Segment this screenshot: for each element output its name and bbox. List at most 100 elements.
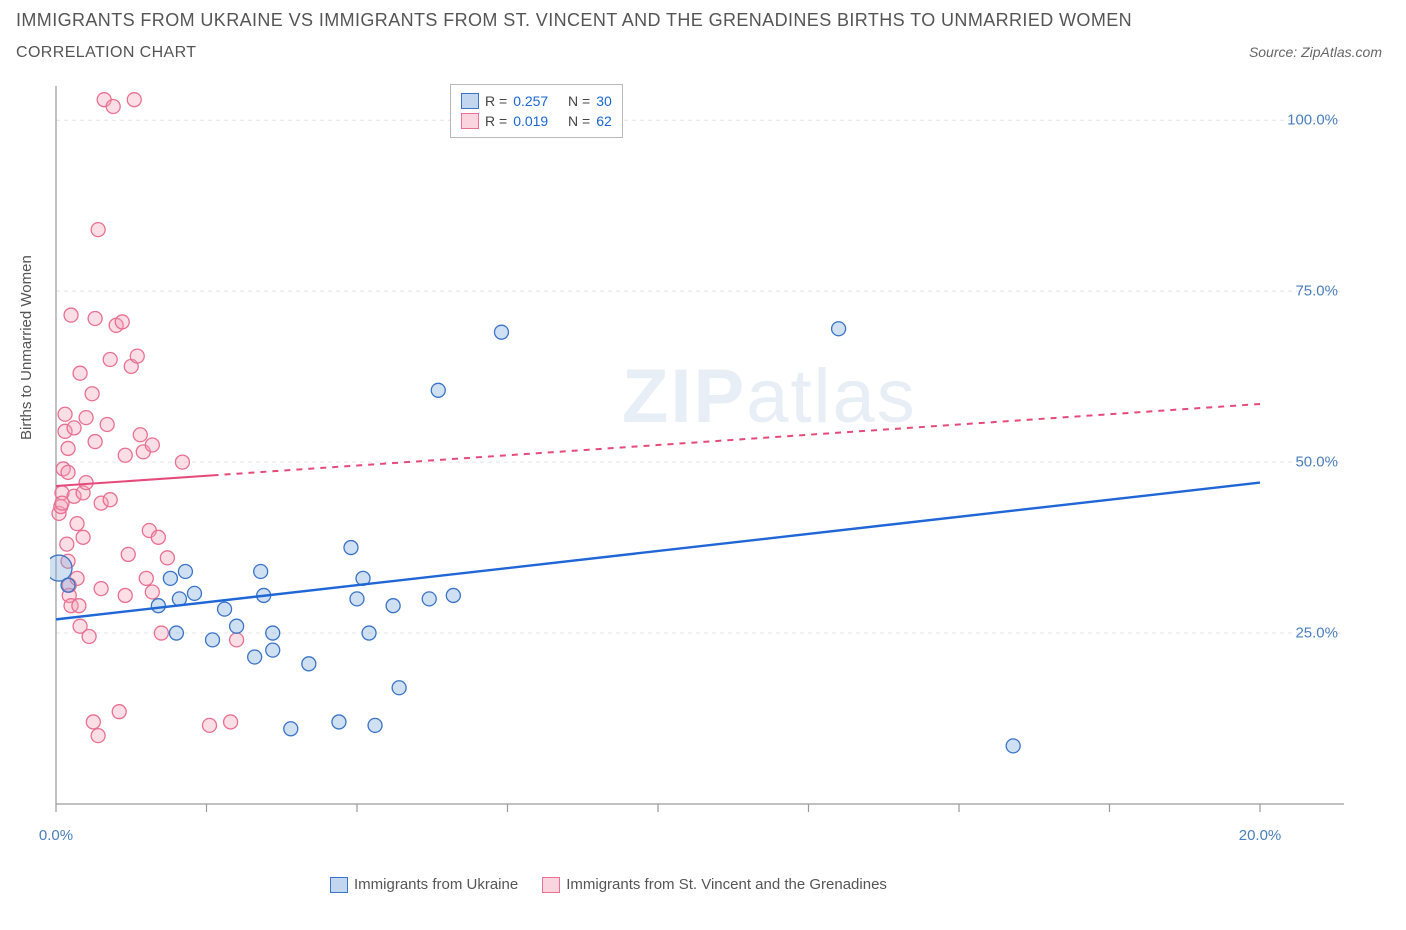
data-point (446, 588, 460, 602)
data-point (422, 592, 436, 606)
data-point (118, 448, 132, 462)
legend-n-value: 62 (596, 113, 612, 129)
data-point (151, 599, 165, 613)
data-point (145, 585, 159, 599)
data-point (61, 441, 75, 455)
data-point (79, 411, 93, 425)
watermark: ZIPatlas (622, 354, 917, 439)
data-point (130, 349, 144, 363)
data-point (94, 582, 108, 596)
legend-series-label: Immigrants from St. Vincent and the Gren… (566, 876, 887, 893)
data-point (206, 633, 220, 647)
x-tick-label: 0.0% (39, 827, 73, 844)
legend-stats: R =0.257 N =30R =0.019 N =62 (450, 84, 623, 138)
legend-n-value: 30 (596, 93, 612, 109)
data-point (344, 541, 358, 555)
legend-series: Immigrants from Ukraine Immigrants from S… (330, 876, 887, 893)
data-point (431, 383, 445, 397)
source-label: Source: ZipAtlas.com (1249, 44, 1382, 60)
data-point (169, 626, 183, 640)
y-tick-label: 100.0% (1287, 112, 1338, 129)
data-point (350, 592, 364, 606)
data-point (230, 619, 244, 633)
data-point (284, 722, 298, 736)
data-point (163, 571, 177, 585)
data-point (121, 547, 135, 561)
data-point (112, 705, 126, 719)
data-point (127, 93, 141, 107)
chart-title: IMMIGRANTS FROM UKRAINE VS IMMIGRANTS FR… (16, 10, 1132, 31)
data-point (73, 366, 87, 380)
legend-swatch (461, 113, 479, 129)
legend-swatch (330, 877, 348, 893)
data-point (139, 571, 153, 585)
data-point (175, 455, 189, 469)
data-point (60, 537, 74, 551)
trend-line (56, 483, 1260, 620)
data-point (266, 626, 280, 640)
data-point (91, 729, 105, 743)
data-point (118, 588, 132, 602)
y-tick-label: 50.0% (1295, 454, 1338, 471)
data-point (362, 626, 376, 640)
y-tick-label: 25.0% (1295, 625, 1338, 642)
data-point (218, 602, 232, 616)
data-point (72, 599, 86, 613)
legend-swatch (461, 93, 479, 109)
data-point (88, 311, 102, 325)
legend-swatch (542, 877, 560, 893)
data-point (254, 565, 268, 579)
data-point (115, 315, 129, 329)
data-point (82, 629, 96, 643)
legend-series-item: Immigrants from Ukraine (330, 876, 518, 893)
data-point (1006, 739, 1020, 753)
data-point (76, 530, 90, 544)
legend-n-label: N = (568, 93, 590, 109)
data-point (79, 476, 93, 490)
legend-r-label: R = (485, 93, 507, 109)
data-point (103, 493, 117, 507)
data-point (151, 530, 165, 544)
data-point (50, 555, 72, 581)
chart-wrapper: IMMIGRANTS FROM UKRAINE VS IMMIGRANTS FR… (0, 0, 1406, 930)
data-point (67, 421, 81, 435)
data-point (494, 325, 508, 339)
data-point (100, 417, 114, 431)
data-point (203, 718, 217, 732)
data-point (187, 586, 201, 600)
data-point (145, 438, 159, 452)
legend-n-label: N = (568, 113, 590, 129)
data-point (106, 100, 120, 114)
data-point (133, 428, 147, 442)
legend-series-item: Immigrants from St. Vincent and the Gren… (542, 876, 887, 893)
data-point (154, 626, 168, 640)
data-point (392, 681, 406, 695)
data-point (230, 633, 244, 647)
data-point (248, 650, 262, 664)
data-point (160, 551, 174, 565)
legend-r-value: 0.019 (513, 113, 548, 129)
data-point (103, 353, 117, 367)
data-point (85, 387, 99, 401)
data-point (58, 407, 72, 421)
legend-stats-row: R =0.257 N =30 (461, 91, 612, 111)
data-point (91, 223, 105, 237)
y-axis-label: Births to Unmarried Women (18, 255, 35, 440)
chart-subtitle: CORRELATION CHART (16, 44, 196, 62)
legend-stats-row: R = 0.019 N = 62 (461, 111, 612, 131)
data-point (88, 435, 102, 449)
data-point (832, 322, 846, 336)
plot-area: ZIPatlas 25.0%50.0%75.0%100.0%0.0%20.0% (50, 80, 1350, 840)
data-point (86, 715, 100, 729)
data-point (61, 465, 75, 479)
data-point (386, 599, 400, 613)
data-point (70, 517, 84, 531)
plot-svg: ZIPatlas (50, 80, 1350, 840)
legend-r-label: R = (485, 113, 507, 129)
data-point (332, 715, 346, 729)
x-tick-label: 20.0% (1239, 827, 1282, 844)
data-point (302, 657, 316, 671)
data-point (224, 715, 238, 729)
data-point (266, 643, 280, 657)
data-point (61, 578, 75, 592)
